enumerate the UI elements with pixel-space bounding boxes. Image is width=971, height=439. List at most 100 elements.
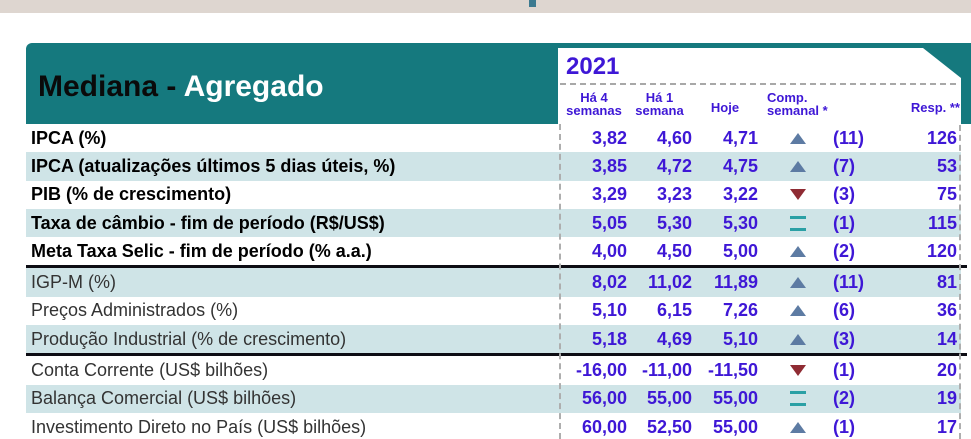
trend-up-icon — [790, 245, 806, 257]
value-hoje: 55,00 — [712, 416, 758, 437]
value-hoje: 3,22 — [722, 184, 758, 205]
table-row: Balança Comercial (US$ bilhões) 56,00 55,0… — [26, 384, 961, 413]
page-title: Mediana - Agregado — [38, 70, 324, 104]
resp-count: 126 — [926, 127, 957, 148]
row-label: Conta Corrente (US$ bilhões) — [31, 360, 269, 381]
table-row: Investimento Direto no País (US$ bilhões… — [26, 412, 961, 439]
trend-cell — [758, 189, 830, 201]
trend-cell — [758, 421, 830, 433]
table-row: Conta Corrente (US$ bilhões) -16,00 -11,00… — [26, 356, 961, 385]
comp-count: (7) — [833, 155, 855, 176]
value-hoje: 4,75 — [722, 155, 758, 176]
trend-cell — [758, 132, 830, 144]
value-ha1-semana: 11,02 — [647, 272, 692, 293]
table-row: PIB (% de crescimento) 3,29 3,23 3,22 (3) 75 — [26, 180, 961, 209]
trend-cell — [758, 245, 830, 257]
section-divider — [26, 265, 967, 269]
comp-count: (1) — [833, 416, 855, 437]
value-ha4-semanas: 3,29 — [591, 184, 627, 205]
comp-count: (2) — [833, 388, 855, 409]
value-ha4-semanas: 56,00 — [581, 388, 627, 409]
values-panel-left-border — [559, 124, 561, 439]
trend-cell — [758, 333, 830, 345]
value-ha1-semana: 4,69 — [656, 328, 692, 349]
title-prefix: Mediana - — [38, 69, 184, 103]
resp-count: 14 — [936, 328, 957, 349]
table-row: IGP-M (%) 8,02 11,02 11,89 (11) 81 — [26, 268, 961, 297]
resp-count: 120 — [926, 240, 957, 261]
year-label: 2021 — [566, 53, 620, 80]
value-hoje: 5,00 — [722, 240, 758, 261]
top-strip — [0, 0, 971, 13]
column-header-row: Há 4 semanas Há 1 semana Hoje Comp. sema… — [558, 84, 961, 124]
trend-cell — [758, 365, 830, 377]
trend-cell — [758, 160, 830, 172]
row-label: Produção Industrial (% de crescimento) — [31, 328, 347, 349]
table-row: IPCA (atualizações últimos 5 dias úteis,… — [26, 152, 961, 181]
table-header-band: Mediana - Agregado 2021 Há 4 semanas Há … — [26, 43, 971, 124]
trend-equal-icon — [790, 215, 806, 231]
row-label: PIB (% de crescimento) — [31, 184, 232, 205]
value-ha4-semanas: 8,02 — [591, 272, 627, 293]
value-ha4-semanas: 5,18 — [591, 328, 627, 349]
row-label: IPCA (%) — [31, 127, 107, 148]
row-label: Preços Administrados (%) — [31, 300, 239, 321]
logo-fragment-icon — [529, 0, 536, 7]
comp-count: (3) — [833, 328, 855, 349]
comp-count: (1) — [833, 212, 855, 233]
value-hoje: -11,50 — [707, 360, 758, 381]
value-ha4-semanas: 4,00 — [591, 240, 627, 261]
value-ha1-semana: -11,00 — [641, 360, 692, 381]
value-hoje: 55,00 — [712, 388, 758, 409]
value-ha4-semanas: -16,00 — [575, 360, 627, 381]
value-ha1-semana: 55,00 — [646, 388, 692, 409]
resp-count: 36 — [936, 300, 957, 321]
value-hoje: 5,10 — [722, 328, 758, 349]
values-panel-right-border — [959, 125, 961, 439]
trend-up-icon — [790, 160, 806, 172]
value-ha1-semana: 4,50 — [656, 240, 692, 261]
comp-count: (11) — [833, 127, 865, 148]
table-row: Produção Industrial (% de crescimento) 5,… — [26, 325, 961, 354]
data-table: IPCA (%) 3,82 4,60 4,71 (11) 126 IPCA (atualiz… — [26, 124, 967, 439]
value-ha1-semana: 3,23 — [656, 184, 692, 205]
value-hoje: 7,26 — [722, 300, 758, 321]
year-divider — [560, 83, 956, 85]
resp-count: 53 — [936, 155, 957, 176]
trend-down-icon — [790, 189, 806, 201]
column-header-ha4-semanas: Há 4 semanas — [566, 90, 622, 118]
value-ha4-semanas: 3,82 — [591, 127, 627, 148]
title-suffix: Agregado — [183, 69, 324, 103]
value-ha4-semanas: 5,05 — [591, 212, 627, 233]
trend-up-icon — [790, 333, 806, 345]
table-row: Meta Taxa Selic - fim de período (% a.a.… — [26, 237, 961, 266]
row-label: Investimento Direto no País (US$ bilhões… — [31, 416, 367, 437]
comp-count: (6) — [833, 300, 855, 321]
value-ha4-semanas: 5,10 — [591, 300, 627, 321]
resp-count: 17 — [936, 416, 957, 437]
row-label: IGP-M (%) — [31, 272, 116, 293]
comp-count: (3) — [833, 184, 855, 205]
trend-cell — [758, 305, 830, 317]
value-ha4-semanas: 3,85 — [591, 155, 627, 176]
table-row: IPCA (%) 3,82 4,60 4,71 (11) 126 — [26, 124, 961, 153]
resp-count: 19 — [936, 388, 957, 409]
column-header-resp: Resp. ** — [910, 100, 960, 115]
value-ha1-semana: 5,30 — [656, 212, 692, 233]
trend-cell — [758, 391, 830, 407]
comp-count: (2) — [833, 240, 855, 261]
trend-down-icon — [790, 365, 806, 377]
trend-up-icon — [790, 421, 806, 433]
row-label: Balança Comercial (US$ bilhões) — [31, 388, 297, 409]
value-ha1-semana: 6,15 — [656, 300, 692, 321]
resp-count: 81 — [936, 272, 957, 293]
column-header-hoje: Hoje — [710, 100, 740, 115]
trend-up-icon — [790, 132, 806, 144]
table-row: Preços Administrados (%) 5,10 6,15 7,26 (6) 3… — [26, 296, 961, 326]
value-hoje: 5,30 — [722, 212, 758, 233]
value-ha1-semana: 52,50 — [646, 416, 692, 437]
column-header-comp-semanal: Comp. semanal * — [767, 90, 828, 118]
year-panel: 2021 Há 4 semanas Há 1 semana Hoje Comp.… — [558, 48, 961, 124]
value-ha1-semana: 4,72 — [656, 155, 692, 176]
trend-cell — [758, 277, 830, 289]
